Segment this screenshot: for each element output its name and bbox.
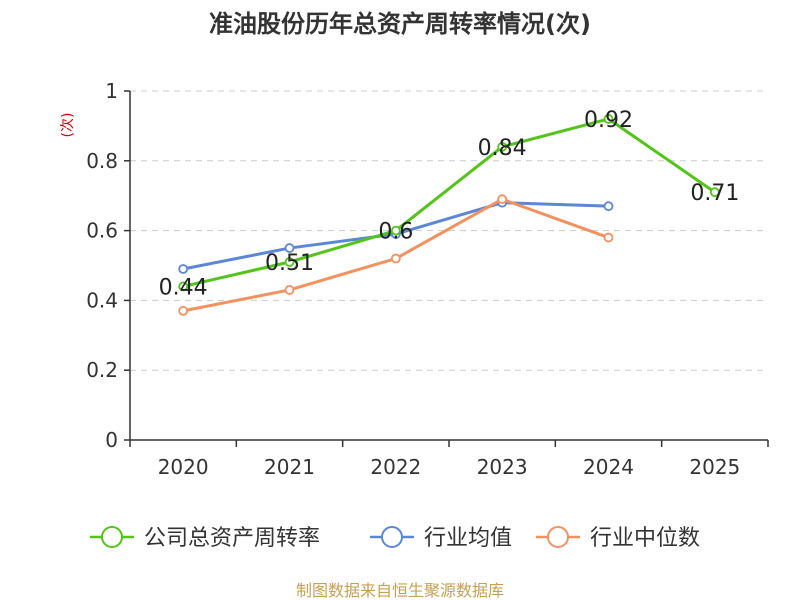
- data-point: [603, 232, 614, 243]
- data-point: [497, 141, 508, 152]
- data-label: 0.92: [584, 108, 633, 133]
- legend: 公司总资产周转率 行业均值 行业中位数: [90, 526, 700, 551]
- data-point: [178, 305, 189, 316]
- x-tick-labels: 2020 2021 2022 2023 2024 2025: [158, 455, 741, 479]
- data-point: [603, 201, 614, 212]
- data-labels: 0.44 0.51 0.6 0.84 0.92 0.71: [159, 108, 740, 301]
- data-label: 0.6: [378, 220, 413, 245]
- chart-title: 准油股份历年总资产周转率情况(次): [209, 10, 591, 38]
- data-point: [709, 187, 720, 198]
- x-tick-label: 2025: [689, 455, 740, 479]
- legend-item[interactable]: 公司总资产周转率: [90, 526, 320, 551]
- x-tick-label: 2023: [477, 455, 528, 479]
- y-tick-label: 0.6: [86, 219, 118, 243]
- y-tick-label: 0.4: [86, 288, 118, 312]
- data-point: [284, 285, 295, 295]
- y-tick-label: 1: [105, 79, 118, 103]
- x-tick-label: 2021: [264, 455, 315, 479]
- legend-item[interactable]: 行业均值: [370, 526, 512, 551]
- legend-label: 行业中位数: [590, 526, 700, 551]
- y-tick-label: 0: [105, 428, 118, 452]
- x-tick-label: 2024: [583, 455, 634, 479]
- gridlines: [130, 90, 768, 371]
- data-point: [284, 257, 295, 267]
- legend-marker: [381, 526, 403, 548]
- x-tick-label: 2022: [370, 455, 421, 479]
- y-tick-labels: 0 0.2 0.4 0.6 0.8 1: [86, 79, 118, 452]
- series-0: [178, 114, 720, 292]
- data-label: 0.84: [478, 136, 527, 161]
- axes: [124, 90, 769, 447]
- data-label: 0.51: [265, 251, 314, 276]
- legend-item[interactable]: 行业中位数: [536, 526, 700, 551]
- data-point: [497, 194, 508, 205]
- data-label: 0.44: [159, 275, 208, 300]
- legend-label: 行业均值: [424, 526, 512, 551]
- data-point: [284, 243, 295, 253]
- data-point: [178, 281, 189, 292]
- data-label: 0.71: [690, 181, 739, 206]
- data-point: [390, 225, 401, 236]
- data-point: [603, 114, 614, 124]
- legend-marker: [547, 526, 569, 548]
- series-2: [178, 194, 614, 316]
- series-lines: [178, 114, 720, 316]
- data-point: [178, 264, 189, 274]
- y-tick-label: 0.2: [86, 358, 118, 382]
- legend-marker: [101, 526, 123, 548]
- series-line: [182, 117, 716, 288]
- data-point: [390, 253, 401, 264]
- y-tick-label: 0.8: [86, 149, 118, 173]
- x-tick-label: 2020: [158, 455, 209, 479]
- legend-label: 公司总资产周转率: [144, 526, 320, 551]
- y-axis-label: (次): [60, 113, 76, 138]
- source-note: 制图数据来自恒生聚源数据库: [296, 581, 504, 600]
